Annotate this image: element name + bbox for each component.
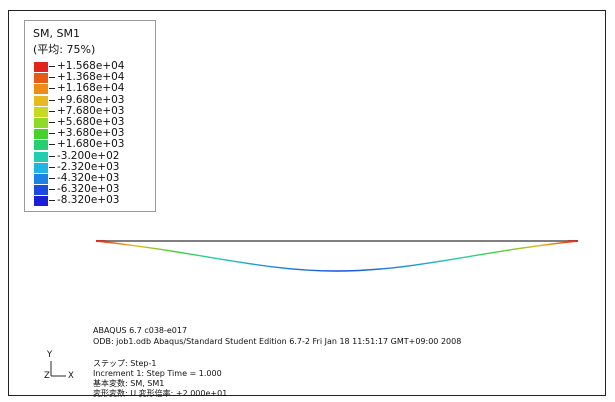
legend-value: +3.680e+03 <box>57 127 125 140</box>
legend-tick <box>49 166 55 168</box>
legend-tick <box>49 178 55 179</box>
legend-swatch <box>34 95 48 106</box>
legend-subtitle: (平均: 75%) <box>33 43 96 56</box>
legend-tick <box>49 155 55 157</box>
legend-tick <box>49 88 55 90</box>
legend-swatch <box>34 151 48 162</box>
legend-swatch <box>34 174 48 184</box>
legend-value: +1.680e+03 <box>57 138 125 151</box>
legend-tick <box>49 99 55 101</box>
contour-legend: SM, SM1 (平均: 75%) +1.568e+04 +1.368e+04 +1… <box>24 20 156 212</box>
legend-value: -6.320e+03 <box>57 183 120 196</box>
legend-swatch <box>34 140 48 151</box>
triad-x-label: X <box>68 371 74 381</box>
legend-swatch <box>34 185 48 196</box>
info-increment: Increment 1: Step Time = 1.000 <box>93 369 222 378</box>
legend-value: +1.168e+04 <box>57 82 125 95</box>
legend-value: -4.320e+03 <box>57 172 120 184</box>
legend-swatch <box>34 84 48 95</box>
info-version: ABAQUS 6.7 c038-e017 <box>93 326 188 335</box>
legend-value: +1.368e+04 <box>57 71 125 84</box>
legend-swatch <box>34 129 48 140</box>
legend-tick <box>49 110 55 112</box>
legend-swatch <box>34 106 48 117</box>
legend-value: +7.680e+03 <box>57 104 125 117</box>
legend-swatch <box>34 62 48 72</box>
legend-swatch <box>34 196 48 207</box>
legend-value: -2.320e+03 <box>57 160 120 173</box>
legend-swatch <box>34 73 48 84</box>
legend-title: SM, SM1 <box>33 27 80 40</box>
legend-value: -3.200e+02 <box>57 149 120 162</box>
legend-tick <box>49 133 55 135</box>
legend-tick <box>49 122 55 123</box>
legend-tick <box>49 66 55 67</box>
info-deformed-var: 変形変数: U 変形倍率: +2.000e+01 <box>93 389 228 398</box>
deformed-beam <box>95 240 579 272</box>
info-primary-var: 基本変数: SM, SM1 <box>93 379 165 388</box>
legend-tick <box>49 77 55 79</box>
legend-swatch <box>34 118 48 128</box>
legend-tick <box>49 189 55 191</box>
legend-value: -8.320e+03 <box>57 194 120 207</box>
triad-y-label: Y <box>47 350 53 360</box>
info-odb: ODB: job1.odb Abaqus/Standard Student Ed… <box>93 337 462 346</box>
legend-value: +1.568e+04 <box>57 60 125 72</box>
legend-swatch <box>34 162 48 173</box>
legend-tick <box>49 144 55 146</box>
info-step: ステップ: Step-1 <box>93 359 157 368</box>
triad-z-label: Z <box>44 371 50 381</box>
legend-value: +9.680e+03 <box>57 93 125 106</box>
legend-tick <box>49 200 55 202</box>
legend-value: +5.680e+03 <box>57 116 125 128</box>
